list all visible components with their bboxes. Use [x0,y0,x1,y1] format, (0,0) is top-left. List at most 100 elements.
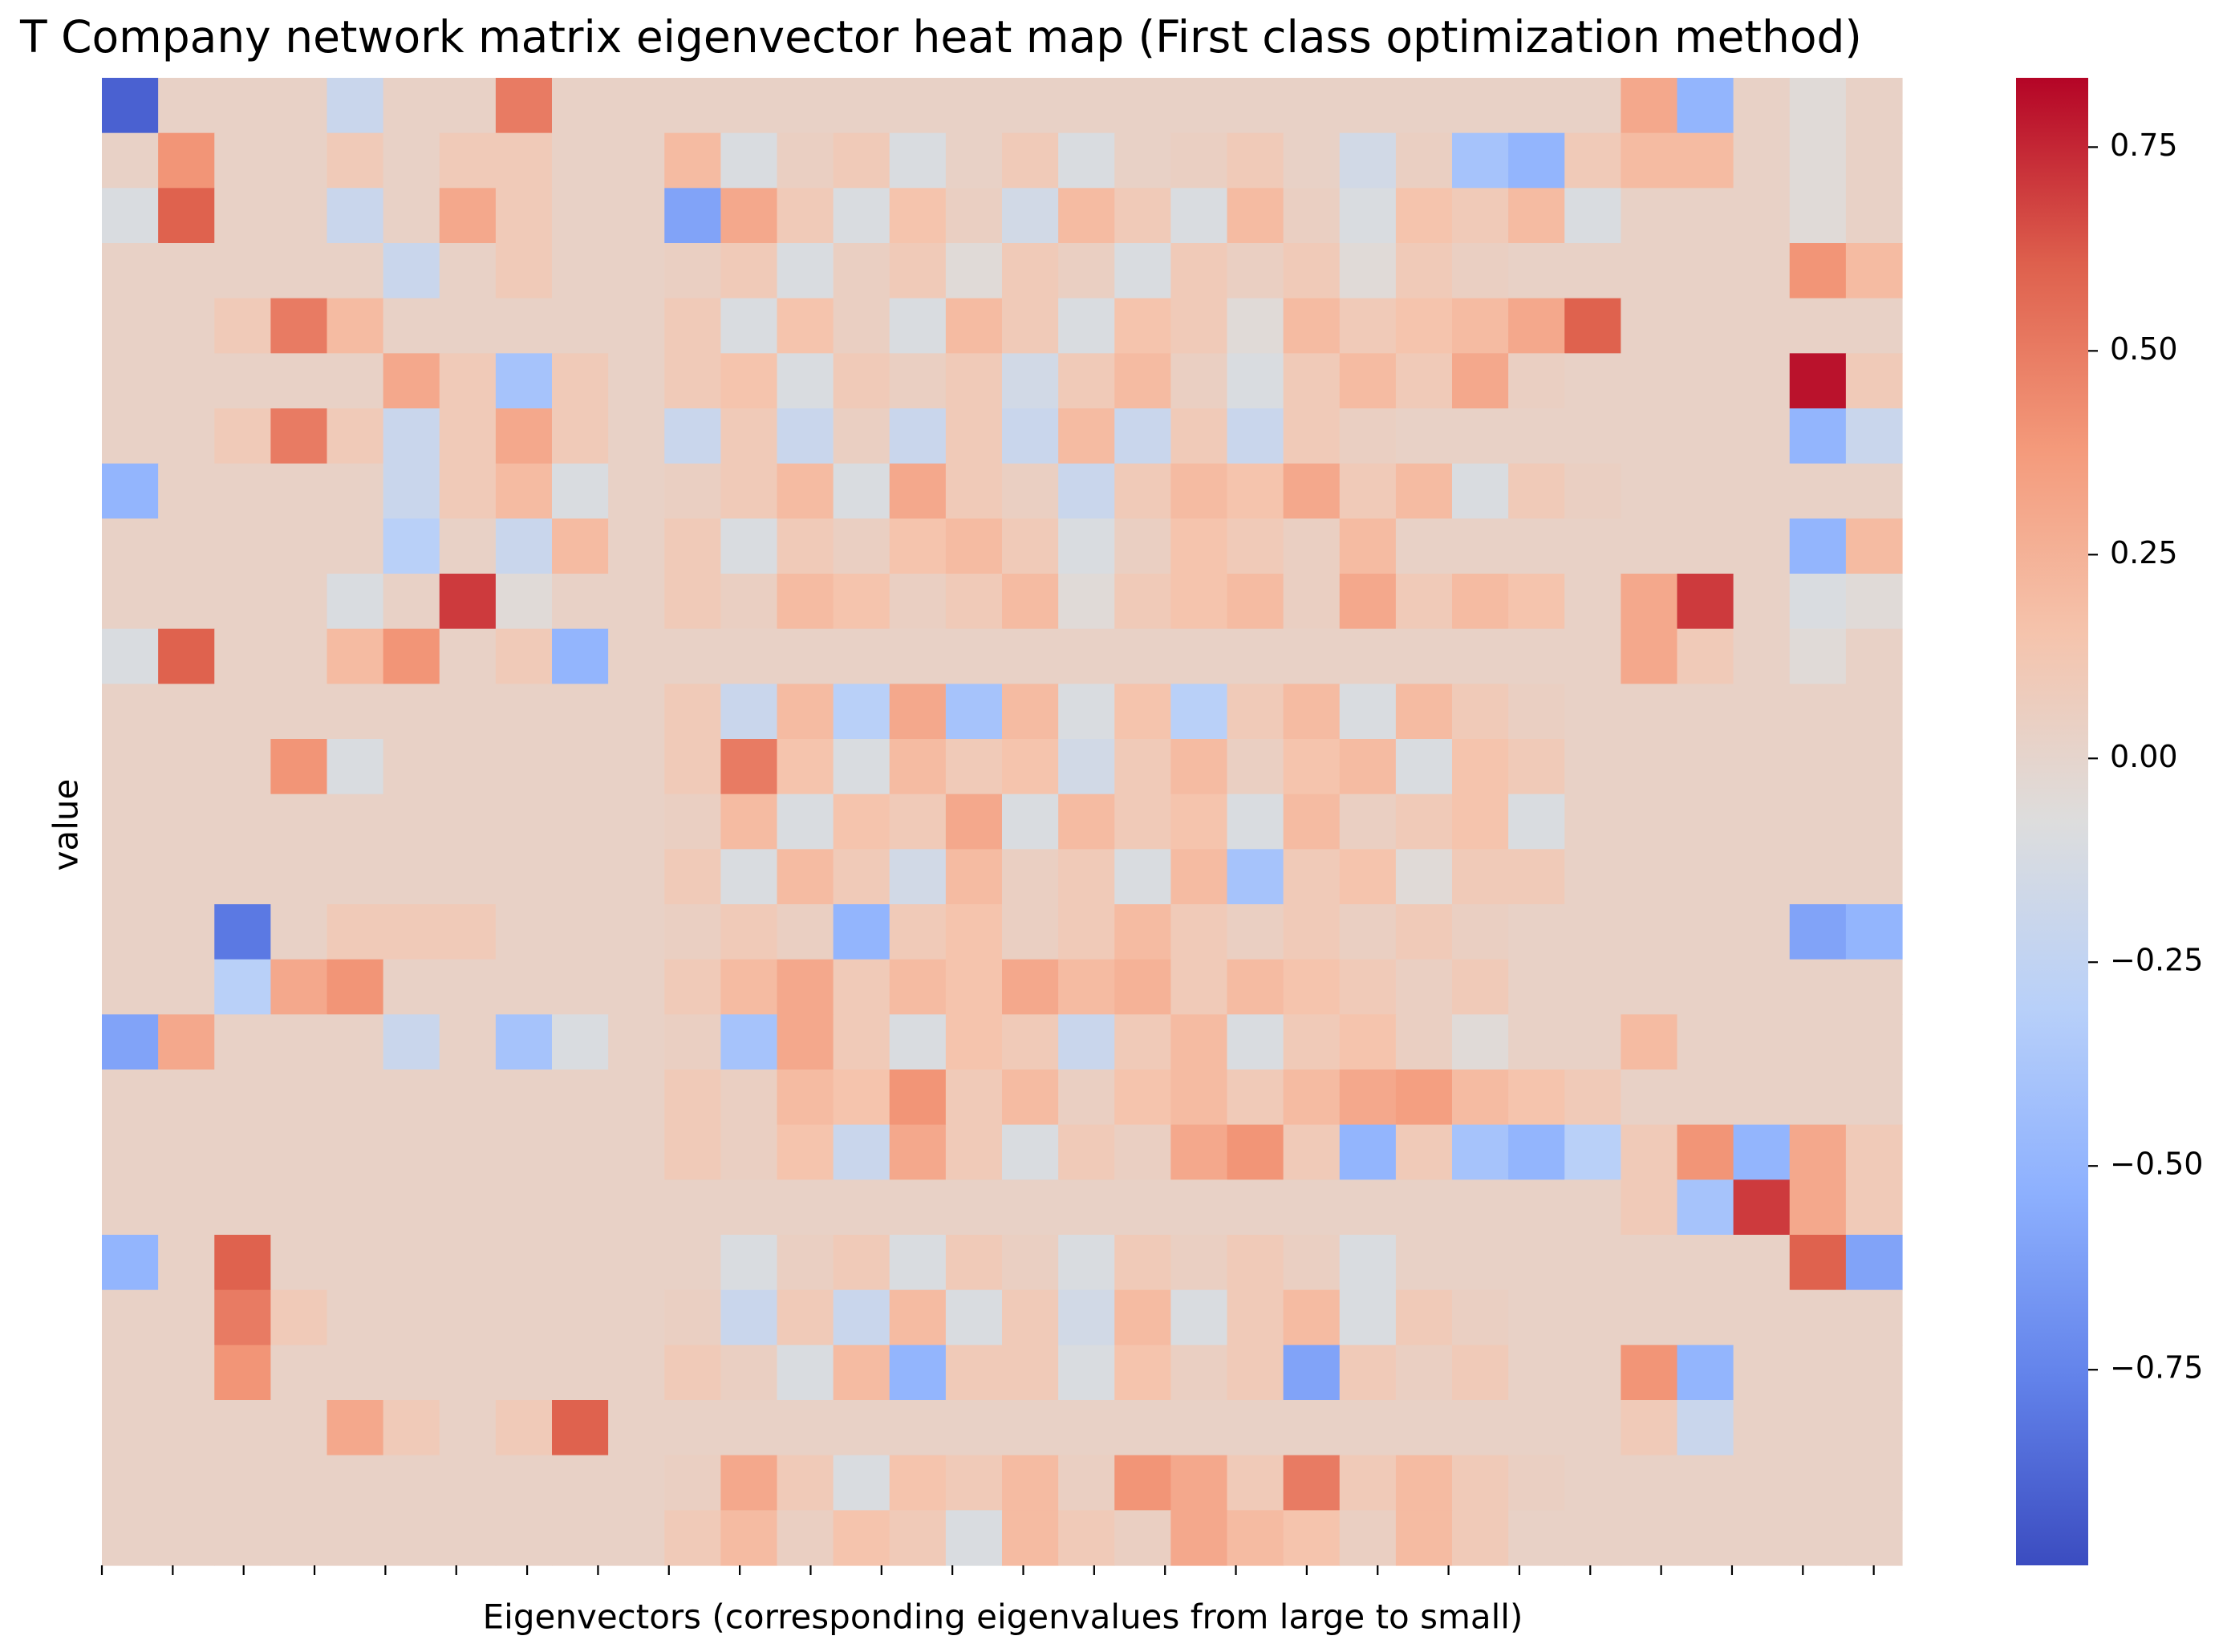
heatmap-cell [158,463,215,519]
heatmap-cell [608,1124,665,1180]
heatmap-cell [1395,298,1453,354]
heatmap-cell [945,518,1003,574]
heatmap-cell [1733,132,1791,189]
heatmap-cell [1283,518,1341,574]
heatmap-cell [552,904,609,960]
heatmap-cell [777,849,834,905]
heatmap-cell [1283,1289,1341,1346]
heatmap-cell [1339,463,1397,519]
heatmap-cell [1114,574,1171,630]
heatmap-cell [889,1455,947,1511]
heatmap-cell [1789,353,1847,409]
heatmap-cell [1114,408,1171,465]
heatmap-cell [552,463,609,519]
heatmap-cell [1564,1510,1621,1566]
heatmap-cell [214,1400,271,1456]
heatmap-cell [1002,739,1059,795]
heatmap-cell [1058,1235,1115,1291]
heatmap-cell [1845,794,1903,850]
heatmap-cell [439,684,497,740]
heatmap-cell [720,1014,778,1070]
heatmap-cell [1452,574,1509,630]
heatmap-cell [1845,628,1903,684]
heatmap-cell [777,188,834,244]
heatmap-cell [1677,188,1734,244]
heatmap-cell [833,1014,890,1070]
heatmap-cell [1002,463,1059,519]
heatmap-cell [1227,794,1284,850]
heatmap-cell [664,243,721,299]
heatmap-cell [1845,904,1903,960]
heatmap-cell [158,408,215,465]
heatmap-cell [1789,408,1847,465]
heatmap-cell [1058,1400,1115,1456]
heatmap-cell [102,794,159,850]
heatmap-cell [777,684,834,740]
heatmap-cell [608,959,665,1015]
heatmap-cell [270,132,328,189]
heatmap-cell [495,1235,553,1291]
heatmap-cell [439,298,497,354]
heatmap-cell [1002,849,1059,905]
heatmap-cell [1733,628,1791,684]
heatmap-cell [1677,1070,1734,1126]
heatmap-cell [1452,408,1509,465]
heatmap-cell [1283,739,1341,795]
heatmap-cell [608,243,665,299]
heatmap-cell [833,904,890,960]
heatmap-cell [495,628,553,684]
heatmap-cell [102,243,159,299]
heatmap-cell [1339,1124,1397,1180]
heatmap-cell [552,739,609,795]
heatmap-cell [158,684,215,740]
heatmap-cell [270,1510,328,1566]
heatmap-cell [439,1235,497,1291]
heatmap-cell [1395,794,1453,850]
heatmap-cell [1789,739,1847,795]
heatmap-cell [1283,794,1341,850]
heatmap-cell [1002,1289,1059,1346]
heatmap-cell [608,1070,665,1126]
heatmap-cell [1621,959,1678,1015]
heatmap-cell [1508,628,1565,684]
heatmap-cell [1114,298,1171,354]
heatmap-cell [1058,959,1115,1015]
heatmap-cell [777,1124,834,1180]
heatmap-cell [777,959,834,1015]
heatmap-cell [383,849,440,905]
heatmap-cell [214,959,271,1015]
heatmap-cell [214,904,271,960]
heatmap-cell [608,1179,665,1236]
heatmap-cell [1508,1289,1565,1346]
heatmap-cell [1677,1014,1734,1070]
heatmap-cell [270,1345,328,1401]
heatmap-cell [1677,353,1734,409]
heatmap-cell [1114,132,1171,189]
heatmap-cell [270,1014,328,1070]
heatmap-cell [889,959,947,1015]
heatmap-cell [214,1510,271,1566]
heatmap-cell [1283,408,1341,465]
heatmap-cell [1114,904,1171,960]
heatmap-cell [327,353,384,409]
heatmap-cell [833,353,890,409]
heatmap-cell [1170,794,1228,850]
heatmap-cell [1170,1124,1228,1180]
heatmap-cell [833,628,890,684]
heatmap-cell [1564,188,1621,244]
heatmap-cell [1058,78,1115,134]
heatmap-cell [1058,463,1115,519]
heatmap-cell [1170,739,1228,795]
heatmap-cell [945,1179,1003,1236]
heatmap-cell [608,1345,665,1401]
heatmap-cell [552,684,609,740]
heatmap-cell [1733,1455,1791,1511]
heatmap-cell [664,904,721,960]
heatmap-cell [1452,78,1509,134]
heatmap-cell [1789,1455,1847,1511]
heatmap-cell [327,1070,384,1126]
heatmap-cell [833,1289,890,1346]
heatmap-cell [889,684,947,740]
heatmap-cell [1733,298,1791,354]
